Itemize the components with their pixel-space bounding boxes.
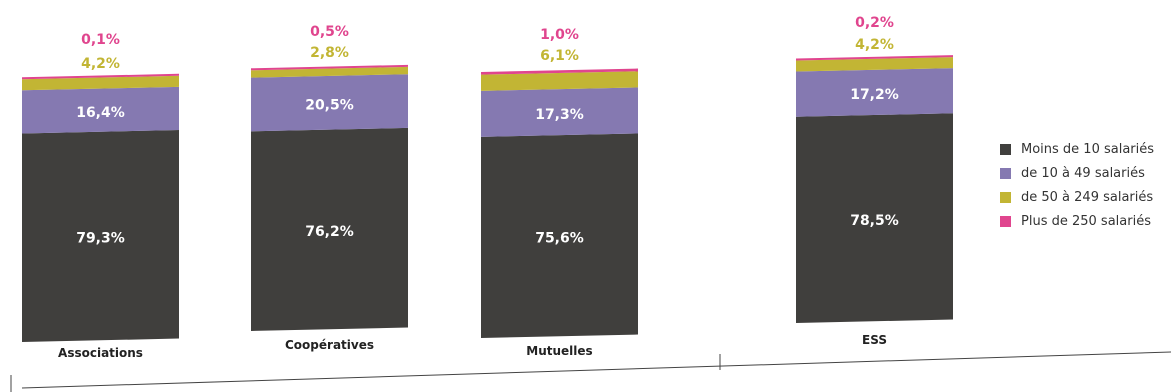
data-label: 79,3% (76, 231, 125, 247)
data-label: 0,2% (855, 15, 894, 31)
legend-item: Plus de 250 salariés (1000, 212, 1154, 230)
bar-segment (251, 127, 408, 331)
data-label: 17,2% (850, 87, 899, 103)
legend-swatch (1000, 143, 1011, 155)
legend-item: Moins de 10 salariés (1000, 140, 1154, 158)
data-label: 75,6% (535, 230, 584, 246)
legend-label: de 10 à 49 salariés (1021, 165, 1145, 181)
legend-swatch (1000, 191, 1011, 203)
data-label: 16,4% (76, 105, 125, 121)
data-label: 6,1% (540, 48, 579, 64)
bar-segment (251, 74, 408, 132)
legend-swatch (1000, 167, 1011, 179)
category-label: ESS (862, 333, 887, 347)
data-label: 20,5% (305, 98, 354, 114)
data-label: 2,8% (310, 45, 349, 61)
bar-segment (481, 87, 638, 137)
axis-group (10, 351, 1171, 392)
bars-group (22, 55, 953, 342)
data-label: 4,2% (855, 37, 894, 53)
data-labels-group: 79,3% 16,4% 4,2% 0,1% 76,2% 20,5% 2,8% 0,5% 75,6… (76, 15, 899, 247)
x-axis-line (21, 351, 1171, 389)
bar-segment (796, 68, 953, 117)
bar-segment (796, 113, 953, 324)
data-label: 0,1% (81, 32, 120, 48)
legend-label: Moins de 10 salariés (1021, 141, 1155, 157)
data-label: 17,3% (535, 107, 584, 123)
data-label: 78,5% (850, 213, 899, 229)
legend-label: de 50 à 249 salariés (1021, 189, 1154, 205)
bar-segment (22, 75, 179, 91)
category-labels-group: Associations Coopératives Mutuelles ESS (58, 333, 887, 360)
bar-segment (22, 86, 179, 134)
bar-segment (251, 64, 408, 71)
data-label: 76,2% (305, 224, 354, 240)
data-label: 0,5% (310, 24, 349, 40)
legend-swatch (1000, 215, 1011, 227)
category-label: Coopératives (285, 338, 374, 352)
bar-segment (481, 71, 638, 91)
bar-segment (796, 57, 953, 72)
bar-segment (22, 129, 179, 342)
category-label: Mutuelles (526, 344, 592, 358)
data-label: 1,0% (540, 27, 579, 43)
bar-segment (251, 66, 408, 78)
bar-segment (481, 68, 638, 75)
legend: Moins de 10 salariés de 10 à 49 salariés… (1000, 140, 1154, 236)
legend-item: de 50 à 249 salariés (1000, 188, 1154, 206)
category-label: Associations (58, 346, 143, 360)
legend-item: de 10 à 49 salariés (1000, 164, 1154, 182)
bar-segment (22, 73, 179, 80)
bar-segment (481, 133, 638, 338)
bar-segment (796, 55, 953, 61)
legend-label: Plus de 250 salariés (1021, 213, 1151, 229)
data-label: 4,2% (81, 56, 120, 72)
